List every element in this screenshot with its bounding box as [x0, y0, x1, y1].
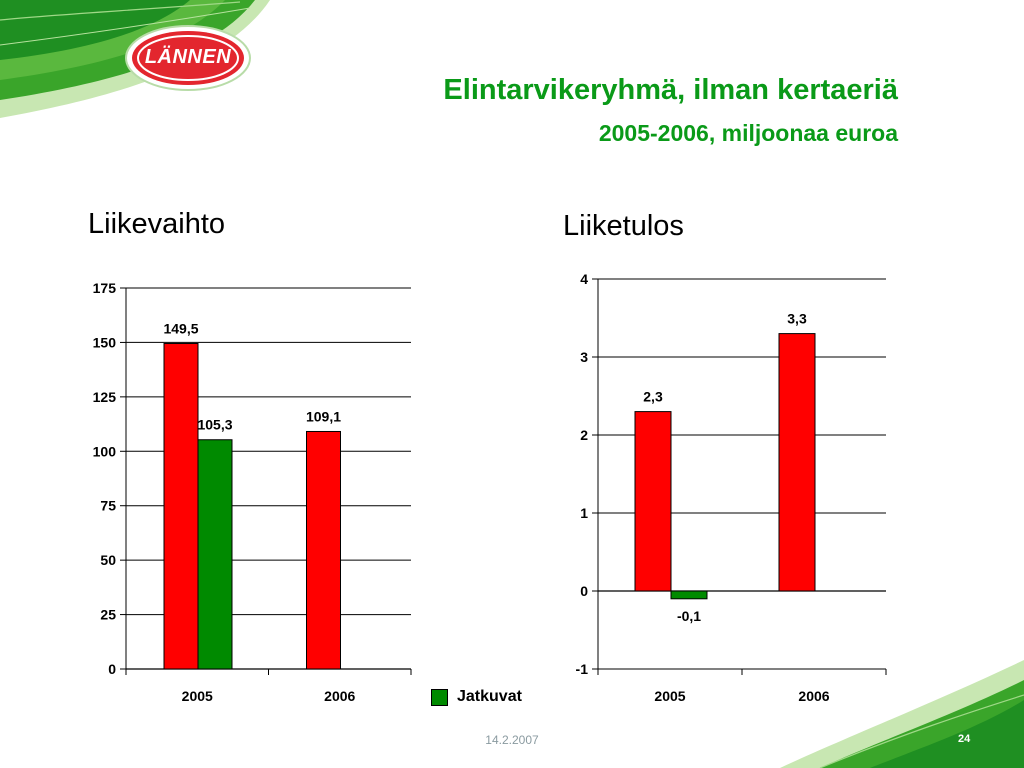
x-tick-label: 2005 — [182, 688, 213, 704]
slide-title: Elintarvikeryhmä, ilman kertaeriä — [443, 74, 898, 106]
x-tick-label: 2005 — [654, 688, 685, 704]
data-label: 3,3 — [787, 311, 807, 327]
data-label: 105,3 — [197, 417, 232, 433]
y-tick-label: 50 — [100, 552, 116, 568]
chart-title-liiketulos: Liiketulos — [563, 210, 684, 242]
y-tick-label: 125 — [93, 389, 117, 405]
brand-logo — [125, 25, 251, 91]
y-tick-label: 0 — [108, 661, 116, 677]
bar-2006-total — [778, 333, 816, 592]
y-tick-label: 3 — [580, 349, 588, 365]
page-number: 24 — [958, 733, 971, 745]
data-label: 109,1 — [306, 408, 341, 424]
bar-2006-total — [306, 430, 341, 670]
y-tick-label: 75 — [100, 498, 116, 514]
y-tick-label: 4 — [580, 271, 588, 287]
y-tick-label: 175 — [93, 280, 117, 296]
bar-2005-total — [163, 343, 199, 670]
slide-subtitle: 2005-2006, miljoonaa euroa — [598, 120, 898, 146]
data-label: -0,1 — [677, 608, 701, 624]
y-tick-label: 25 — [100, 607, 116, 623]
bar-2005-total — [634, 411, 672, 592]
y-tick-label: -1 — [576, 661, 589, 677]
data-label: 149,5 — [163, 321, 198, 337]
y-tick-label: 2 — [580, 427, 588, 443]
x-tick-label: 2006 — [798, 688, 829, 704]
bar-2005-jatkuvat — [197, 439, 233, 670]
chart-legend: Jatkuvat — [431, 688, 522, 706]
legend-swatch-jatkuvat — [431, 688, 448, 706]
legend-label-jatkuvat: Jatkuvat — [457, 688, 522, 705]
x-tick-label: 2006 — [324, 688, 355, 704]
y-tick-label: 150 — [93, 334, 117, 350]
logo-text: LÄNNEN — [144, 46, 232, 68]
footer-date: 14.2.2007 — [485, 733, 539, 747]
data-label: 2,3 — [643, 389, 663, 405]
y-tick-label: 1 — [580, 505, 588, 521]
chart-title-liikevaihto: Liikevaihto — [88, 208, 226, 240]
bar-2005-jatkuvat — [670, 590, 708, 600]
y-tick-label: 100 — [93, 443, 117, 459]
leaf-decoration-bottom-right — [780, 660, 1024, 768]
y-tick-label: 0 — [580, 583, 588, 599]
